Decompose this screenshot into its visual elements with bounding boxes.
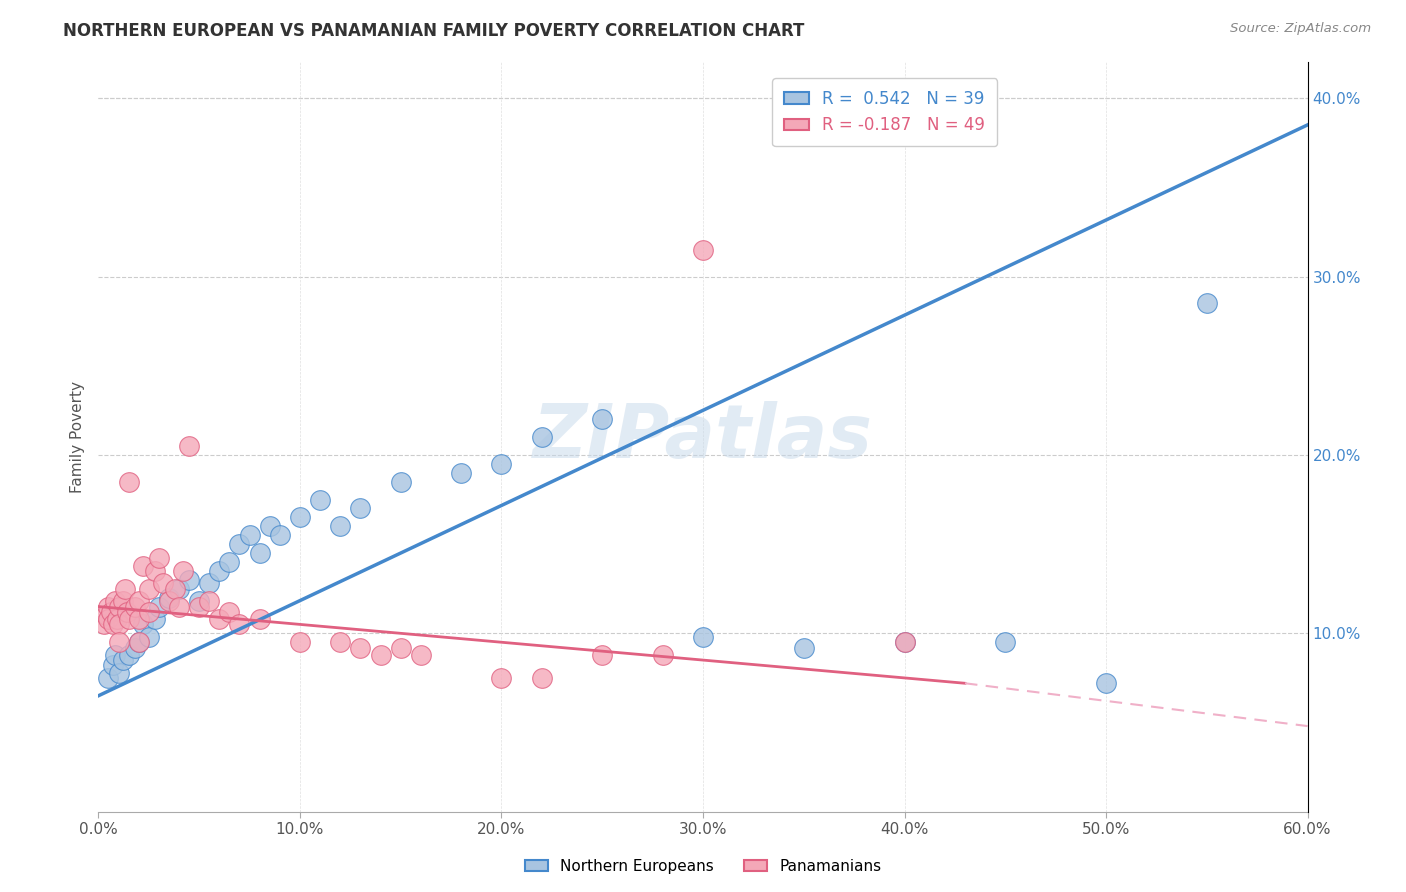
Point (692, 630, 714, 644)
Point (288, 635, 311, 649)
Point (138, 582, 160, 596)
Point (491, 457, 513, 471)
Point (179, 573, 201, 587)
Point (208, 612, 231, 626)
Point (228, 537, 250, 551)
Point (259, 519, 281, 533)
Point (114, 582, 136, 596)
Point (288, 510, 311, 524)
Point (167, 582, 190, 596)
Point (218, 605, 240, 619)
Y-axis label: Family Poverty: Family Poverty (70, 381, 86, 493)
Point (101, 617, 124, 632)
Point (530, 430, 553, 444)
Point (591, 412, 613, 426)
Point (249, 546, 271, 560)
Point (530, 671, 553, 685)
Point (389, 475, 412, 489)
Point (591, 648, 613, 662)
Point (148, 599, 170, 614)
Point (309, 492, 332, 507)
Point (228, 617, 250, 632)
Point (157, 594, 180, 608)
Point (198, 594, 221, 608)
Point (329, 635, 352, 649)
Point (138, 605, 160, 619)
Point (118, 475, 141, 489)
Point (124, 640, 146, 655)
Point (172, 564, 194, 578)
Point (188, 599, 211, 614)
Point (143, 564, 166, 578)
Point (115, 605, 138, 619)
Point (157, 591, 180, 605)
Point (128, 635, 150, 649)
Point (97, 599, 120, 614)
Point (450, 466, 472, 480)
Legend: Northern Europeans, Panamanians: Northern Europeans, Panamanians (519, 853, 887, 880)
Point (103, 648, 125, 662)
Point (389, 640, 412, 655)
Point (118, 612, 141, 626)
Point (198, 576, 221, 591)
Point (148, 551, 170, 566)
Point (118, 648, 141, 662)
Point (994, 635, 1017, 649)
Point (218, 555, 240, 569)
Point (163, 582, 186, 596)
Point (107, 599, 129, 614)
Point (107, 665, 129, 680)
Point (132, 617, 155, 632)
Point (103, 594, 125, 608)
Legend: R =  0.542   N = 39, R = -0.187   N = 49: R = 0.542 N = 39, R = -0.187 N = 49 (772, 78, 997, 146)
Point (124, 599, 146, 614)
Point (107, 617, 129, 632)
Point (96, 608, 118, 623)
Point (138, 630, 160, 644)
Text: Source: ZipAtlas.com: Source: ZipAtlas.com (1230, 22, 1371, 36)
Point (239, 528, 262, 542)
Point (329, 519, 352, 533)
Point (107, 635, 129, 649)
Point (188, 594, 211, 608)
Point (101, 658, 124, 673)
Point (152, 576, 174, 591)
Point (100, 605, 122, 619)
Point (692, 243, 714, 257)
Point (97, 671, 120, 685)
Point (651, 648, 673, 662)
Point (128, 612, 150, 626)
Point (249, 612, 271, 626)
Point (105, 612, 128, 626)
Point (409, 648, 432, 662)
Point (143, 612, 166, 626)
Point (128, 594, 150, 608)
Point (1195, 296, 1218, 310)
Point (349, 640, 371, 655)
Point (893, 635, 915, 649)
Point (349, 501, 371, 516)
Point (269, 528, 291, 542)
Point (167, 599, 190, 614)
Point (111, 653, 134, 667)
Text: ZIPatlas: ZIPatlas (533, 401, 873, 474)
Point (97, 612, 120, 626)
Point (128, 635, 150, 649)
Point (132, 558, 155, 573)
Text: NORTHERN EUROPEAN VS PANAMANIAN FAMILY POVERTY CORRELATION CHART: NORTHERN EUROPEAN VS PANAMANIAN FAMILY P… (63, 22, 804, 40)
Point (793, 640, 815, 655)
Point (93, 617, 115, 632)
Point (893, 635, 915, 649)
Point (491, 671, 513, 685)
Point (370, 648, 392, 662)
Point (111, 594, 134, 608)
Point (179, 439, 201, 453)
Point (208, 564, 231, 578)
Point (1095, 676, 1118, 690)
